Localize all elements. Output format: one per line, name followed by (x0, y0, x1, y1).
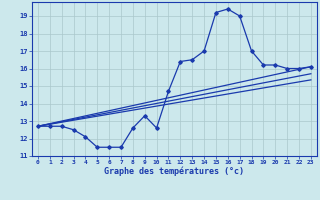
X-axis label: Graphe des températures (°c): Graphe des températures (°c) (104, 167, 244, 176)
